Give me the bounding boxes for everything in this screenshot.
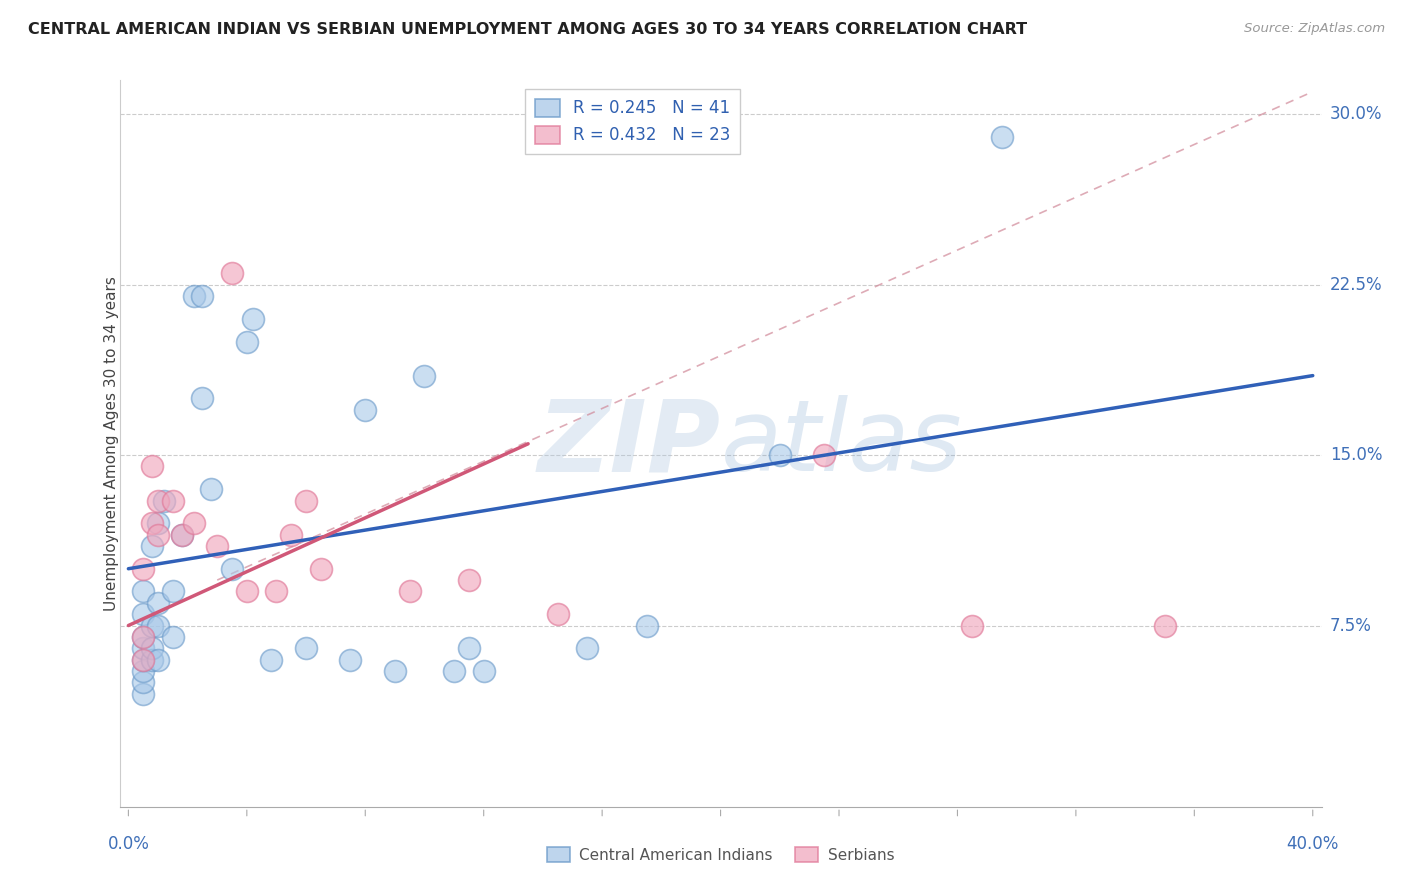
Point	[132, 630, 155, 644]
Point	[191, 392, 214, 406]
Point	[695, 119, 717, 133]
Point	[132, 584, 155, 599]
Point	[472, 664, 495, 678]
Point	[813, 448, 835, 462]
Point	[146, 516, 169, 531]
Point	[280, 527, 302, 541]
Point	[457, 641, 479, 656]
Point	[132, 664, 155, 678]
Point	[170, 527, 193, 541]
Point	[991, 130, 1014, 145]
Point	[221, 266, 243, 280]
Point	[295, 493, 318, 508]
Point	[183, 289, 205, 303]
Point	[259, 652, 281, 666]
Point	[162, 630, 184, 644]
Text: 40.0%: 40.0%	[1286, 835, 1339, 853]
Point	[141, 539, 163, 553]
Point	[191, 289, 214, 303]
Text: CENTRAL AMERICAN INDIAN VS SERBIAN UNEMPLOYMENT AMONG AGES 30 TO 34 YEARS CORREL: CENTRAL AMERICAN INDIAN VS SERBIAN UNEMP…	[28, 22, 1028, 37]
Point	[132, 687, 155, 701]
Point	[132, 562, 155, 576]
Point	[170, 527, 193, 541]
Point	[162, 493, 184, 508]
Point	[309, 562, 332, 576]
Point	[141, 516, 163, 531]
Text: Source: ZipAtlas.com: Source: ZipAtlas.com	[1244, 22, 1385, 36]
Point	[398, 584, 420, 599]
Point	[354, 402, 377, 417]
Point	[339, 652, 361, 666]
Point	[132, 652, 155, 666]
Point	[636, 618, 658, 632]
Point	[266, 584, 288, 599]
Point	[132, 641, 155, 656]
Point	[205, 539, 228, 553]
Point	[132, 675, 155, 690]
Point	[443, 664, 465, 678]
Text: 22.5%: 22.5%	[1330, 276, 1382, 293]
Text: atlas: atlas	[720, 395, 962, 492]
Legend: Central American Indians, Serbians: Central American Indians, Serbians	[541, 840, 900, 869]
Point	[962, 618, 984, 632]
Text: 7.5%: 7.5%	[1330, 616, 1372, 634]
Text: 30.0%: 30.0%	[1330, 105, 1382, 123]
Point	[141, 459, 163, 474]
Text: 0.0%: 0.0%	[107, 835, 149, 853]
Point	[162, 584, 184, 599]
Point	[132, 652, 155, 666]
Point	[132, 607, 155, 622]
Point	[146, 527, 169, 541]
Point	[576, 641, 599, 656]
Point	[769, 448, 792, 462]
Point	[146, 652, 169, 666]
Point	[141, 618, 163, 632]
Y-axis label: Unemployment Among Ages 30 to 34 years: Unemployment Among Ages 30 to 34 years	[104, 277, 118, 611]
Point	[200, 482, 222, 496]
Point	[146, 493, 169, 508]
Point	[457, 573, 479, 587]
Point	[413, 368, 436, 383]
Point	[132, 630, 155, 644]
Point	[236, 584, 259, 599]
Point	[141, 652, 163, 666]
Point	[384, 664, 406, 678]
Point	[153, 493, 176, 508]
Point	[1153, 618, 1175, 632]
Point	[183, 516, 205, 531]
Text: ZIP: ZIP	[537, 395, 720, 492]
Point	[547, 607, 569, 622]
Point	[146, 618, 169, 632]
Point	[236, 334, 259, 349]
Point	[146, 596, 169, 610]
Text: 15.0%: 15.0%	[1330, 446, 1382, 464]
Point	[221, 562, 243, 576]
Point	[242, 311, 264, 326]
Point	[295, 641, 318, 656]
Point	[141, 641, 163, 656]
